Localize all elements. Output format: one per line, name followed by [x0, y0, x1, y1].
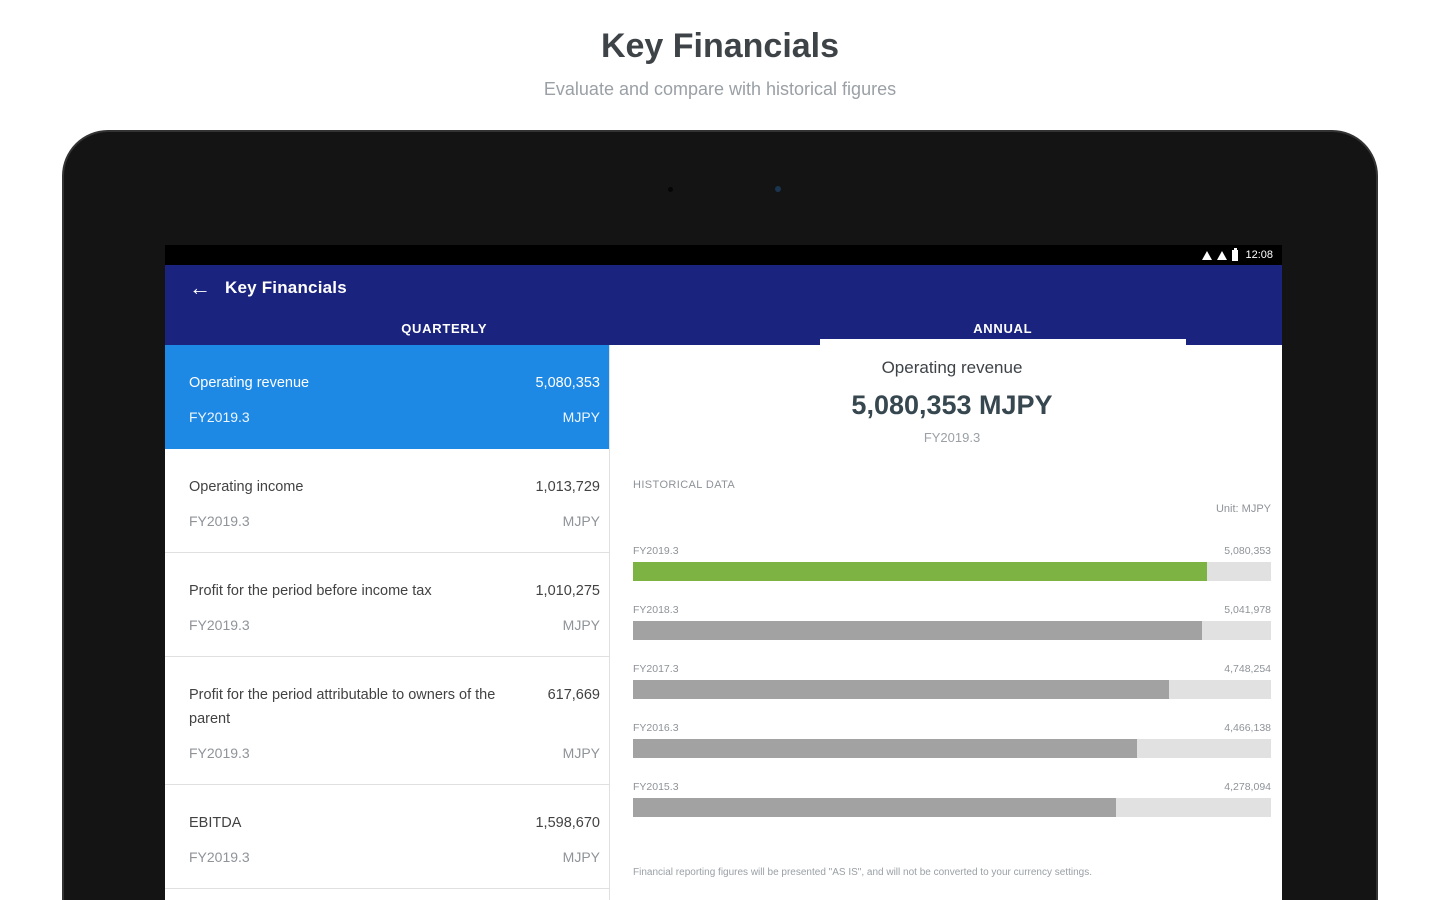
tab-bar: QUARTERLY ANNUAL — [165, 311, 1282, 345]
mic-dot-icon — [668, 187, 673, 192]
metric-value: 1,010,275 — [535, 583, 600, 599]
app-bar-title: Key Financials — [225, 278, 347, 297]
list-item-operating-revenue[interactable]: Operating revenue 5,080,353 FY2019.3 MJP… — [165, 345, 609, 449]
metric-name: Profit for the period attributable to ow… — [189, 687, 496, 727]
tablet-frame: 12:08 ← Key Financials QUARTERLY ANNUAL … — [62, 130, 1378, 900]
content: Operating revenue 5,080,353 FY2019.3 MJP… — [165, 345, 1282, 900]
footnote: Financial reporting figures will be pres… — [633, 867, 1092, 878]
bar-value-label: 5,080,353 — [1224, 545, 1271, 557]
bar-track — [633, 739, 1271, 758]
tab-indicator — [819, 339, 1186, 345]
metric-period: FY2019.3 — [189, 849, 250, 865]
list-item-profit-before-tax[interactable]: Profit for the period before income tax … — [165, 553, 609, 657]
bar-fill — [633, 680, 1169, 699]
list-item-operating-income[interactable]: Operating income 1,013,729 FY2019.3 MJPY — [165, 449, 609, 553]
wifi-icon — [1202, 250, 1213, 260]
bar-track — [633, 562, 1271, 581]
metric-value: 1,013,729 — [535, 479, 600, 495]
metric-value: 1,598,670 — [535, 815, 600, 831]
battery-icon — [1232, 247, 1239, 261]
chart-row: FY2017.3 4,748,254 — [633, 663, 1271, 699]
bar-value-label: 4,278,094 — [1224, 781, 1271, 793]
metric-unit: MJPY — [562, 617, 600, 633]
metric-name: Operating revenue — [189, 375, 310, 391]
bar-track — [633, 621, 1271, 640]
bar-category-label: FY2015.3 — [633, 781, 679, 793]
metric-unit: MJPY — [562, 745, 600, 761]
bar-fill — [633, 739, 1138, 758]
metric-value: 617,669 — [547, 687, 600, 703]
metric-period: FY2019.3 — [189, 745, 250, 761]
historical-data-label: HISTORICAL DATA — [633, 479, 736, 491]
metric-period: FY2019.3 — [189, 409, 250, 425]
bar-fill — [633, 798, 1116, 817]
page-header: Key Financials Evaluate and compare with… — [0, 0, 1440, 100]
metric-list: Operating revenue 5,080,353 FY2019.3 MJP… — [165, 345, 610, 900]
chart-row: FY2015.3 4,278,094 — [633, 781, 1271, 817]
bar-fill — [633, 621, 1203, 640]
metric-unit: MJPY — [562, 513, 600, 529]
bar-track — [633, 798, 1271, 817]
metric-name: EBITDA — [189, 815, 242, 831]
bar-category-label: FY2019.3 — [633, 545, 679, 557]
chart-row: FY2016.3 4,466,138 — [633, 722, 1271, 758]
detail-title: Operating revenue — [881, 358, 1023, 377]
bar-value-label: 5,041,978 — [1224, 604, 1271, 616]
page-subtitle: Evaluate and compare with historical fig… — [543, 79, 897, 99]
signal-icon — [1217, 250, 1228, 260]
status-time: 12:08 — [1245, 249, 1273, 261]
metric-unit: MJPY — [562, 849, 600, 865]
tab-quarterly[interactable]: QUARTERLY — [401, 320, 488, 336]
camera-icon — [775, 186, 781, 192]
detail-panel: Operating revenue 5,080,353 MJPY FY2019.… — [610, 345, 1282, 900]
historical-bar-chart: FY2019.3 5,080,353 FY2018.3 5,041,978 — [633, 545, 1271, 817]
detail-period: FY2019.3 — [923, 430, 981, 445]
page-title: Key Financials — [600, 27, 840, 65]
chart-row: FY2019.3 5,080,353 — [633, 545, 1271, 581]
bar-value-label: 4,748,254 — [1224, 663, 1271, 675]
metric-value: 5,080,353 — [535, 375, 600, 391]
status-bar: 12:08 — [165, 245, 1282, 265]
metric-period: FY2019.3 — [189, 617, 250, 633]
metric-name: Profit for the period before income tax — [189, 583, 432, 599]
device-screen: 12:08 ← Key Financials QUARTERLY ANNUAL … — [165, 245, 1282, 900]
metric-unit: MJPY — [562, 409, 600, 425]
bar-category-label: FY2016.3 — [633, 722, 679, 734]
list-item-profit-owners[interactable]: Profit for the period attributable to ow… — [165, 657, 609, 785]
tab-annual[interactable]: ANNUAL — [973, 320, 1033, 336]
unit-label: Unit: MJPY — [1215, 503, 1271, 515]
bar-value-label: 4,466,138 — [1224, 722, 1271, 734]
bar-fill — [633, 562, 1207, 581]
app-bar: ← Key Financials — [165, 265, 1282, 311]
back-arrow-icon[interactable]: ← — [189, 275, 211, 300]
bar-category-label: FY2018.3 — [633, 604, 679, 616]
list-item-ebitda[interactable]: EBITDA 1,598,670 FY2019.3 MJPY — [165, 785, 609, 889]
bar-track — [633, 680, 1271, 699]
metric-period: FY2019.3 — [189, 513, 250, 529]
chart-row: FY2018.3 5,041,978 — [633, 604, 1271, 640]
metric-name: Operating income — [189, 479, 304, 495]
detail-value: 5,080,353 MJPY — [851, 390, 1053, 420]
bar-category-label: FY2017.3 — [633, 663, 679, 675]
